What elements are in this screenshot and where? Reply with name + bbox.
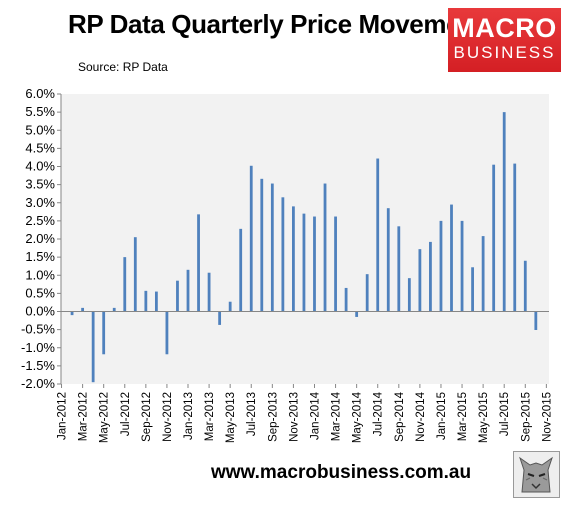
bar (239, 228, 243, 312)
bar (144, 290, 148, 312)
x-tick-label: Nov-2013 (288, 392, 300, 442)
bar (197, 214, 200, 312)
y-tick-label: 3.5% (25, 177, 55, 192)
x-tick-label: Jul-2014 (373, 391, 385, 436)
x-tick-label: Sep-2015 (520, 392, 532, 442)
bar (281, 197, 285, 312)
bar (186, 269, 190, 312)
bar (323, 183, 327, 312)
x-tick-label: Mar-2013 (204, 392, 216, 441)
bar (228, 301, 232, 312)
bar (502, 112, 506, 312)
y-tick-label: 1.0% (25, 267, 55, 282)
x-tick-label: Mar-2014 (331, 391, 343, 441)
x-tick-label: Nov-2015 (541, 392, 553, 442)
y-tick-label: 0.0% (25, 304, 55, 319)
y-tick-label: 4.0% (25, 159, 55, 174)
bar (376, 158, 380, 312)
bar-chart: 6.0% 5.5% 5.0% 4.5% 4.0% 3.5% 3.0% 2.5% 2.0% 1.5%… (21, 86, 553, 443)
x-tick-label: Jan-2015 (436, 392, 448, 440)
x-tick-label: Mar-2015 (457, 392, 469, 441)
x-tick-label: Sep-2012 (141, 392, 153, 442)
bar (165, 311, 169, 355)
x-tick-label: Sep-2014 (394, 391, 406, 441)
x-tick-label: Mar-2012 (78, 392, 90, 441)
x-tick-label: May-2014 (352, 391, 364, 443)
bar (429, 241, 432, 312)
bar (492, 164, 496, 312)
logo-line-1: MACRO (452, 13, 557, 43)
bar (471, 267, 474, 312)
bar (481, 236, 485, 312)
bar (355, 311, 359, 317)
bar (439, 220, 443, 312)
y-tick-label: -1.5% (21, 358, 55, 373)
macro-business-logo: MACRO BUSINESS (448, 8, 561, 72)
x-tick-label: Jan-2013 (183, 392, 195, 440)
bar (123, 257, 127, 312)
bar (534, 311, 538, 330)
bar (344, 287, 348, 312)
bar (313, 216, 316, 312)
website-url: www.macrobusiness.com.au (211, 462, 472, 483)
x-tick-label: Jan-2014 (309, 391, 321, 440)
bar (260, 178, 264, 312)
bar (334, 216, 337, 312)
y-tick-label: 5.0% (25, 122, 55, 137)
y-tick-label: 4.5% (25, 140, 55, 155)
x-tick-label: Jan-2012 (57, 392, 69, 440)
bar (270, 183, 274, 312)
x-tick-label: Nov-2014 (415, 391, 427, 441)
bar (207, 272, 211, 312)
chart-title: RP Data Quarterly Price Movements (68, 9, 498, 39)
bar (397, 226, 401, 312)
bar (386, 208, 390, 312)
wolf-logo-icon (513, 451, 560, 498)
bar (218, 311, 222, 325)
bar (176, 280, 179, 312)
bar (70, 311, 74, 316)
y-tick-label: 1.5% (25, 249, 55, 264)
bar (91, 311, 95, 383)
bar (249, 165, 253, 312)
source-label: Source: RP Data (78, 60, 168, 74)
y-tick-label: 2.0% (25, 231, 55, 246)
x-tick-label: Sep-2013 (267, 392, 279, 442)
bar (302, 213, 306, 312)
bar (365, 274, 369, 312)
bar (292, 206, 295, 312)
bar (513, 163, 517, 312)
y-tick-label: 2.5% (25, 213, 55, 228)
y-tick-label: 3.0% (25, 195, 55, 210)
bar (112, 307, 116, 312)
x-tick-label: May-2012 (99, 392, 111, 443)
x-tick-label: Jul-2015 (499, 392, 511, 436)
bar (460, 220, 464, 312)
bar (154, 291, 158, 312)
y-tick-label: 0.5% (25, 285, 55, 300)
x-tick-label: Nov-2012 (162, 392, 174, 442)
bar (523, 260, 527, 312)
y-tick-label: 5.5% (25, 104, 55, 119)
x-tick-label: May-2013 (225, 392, 237, 443)
y-tick-label: -0.5% (21, 322, 55, 337)
x-tick-label: Jul-2012 (120, 392, 132, 436)
bar (102, 311, 106, 355)
x-tick-label: May-2015 (478, 392, 490, 443)
bar (450, 204, 453, 312)
y-tick-label: 6.0% (25, 86, 55, 101)
y-tick-label: -1.0% (21, 340, 55, 355)
y-tick-label: -2.0% (21, 376, 55, 391)
x-tick-label: Jul-2013 (246, 392, 258, 436)
logo-line-2: BUSINESS (453, 43, 556, 62)
bar (81, 307, 85, 312)
bar (407, 278, 411, 312)
bar (418, 249, 422, 312)
bar (133, 237, 137, 312)
